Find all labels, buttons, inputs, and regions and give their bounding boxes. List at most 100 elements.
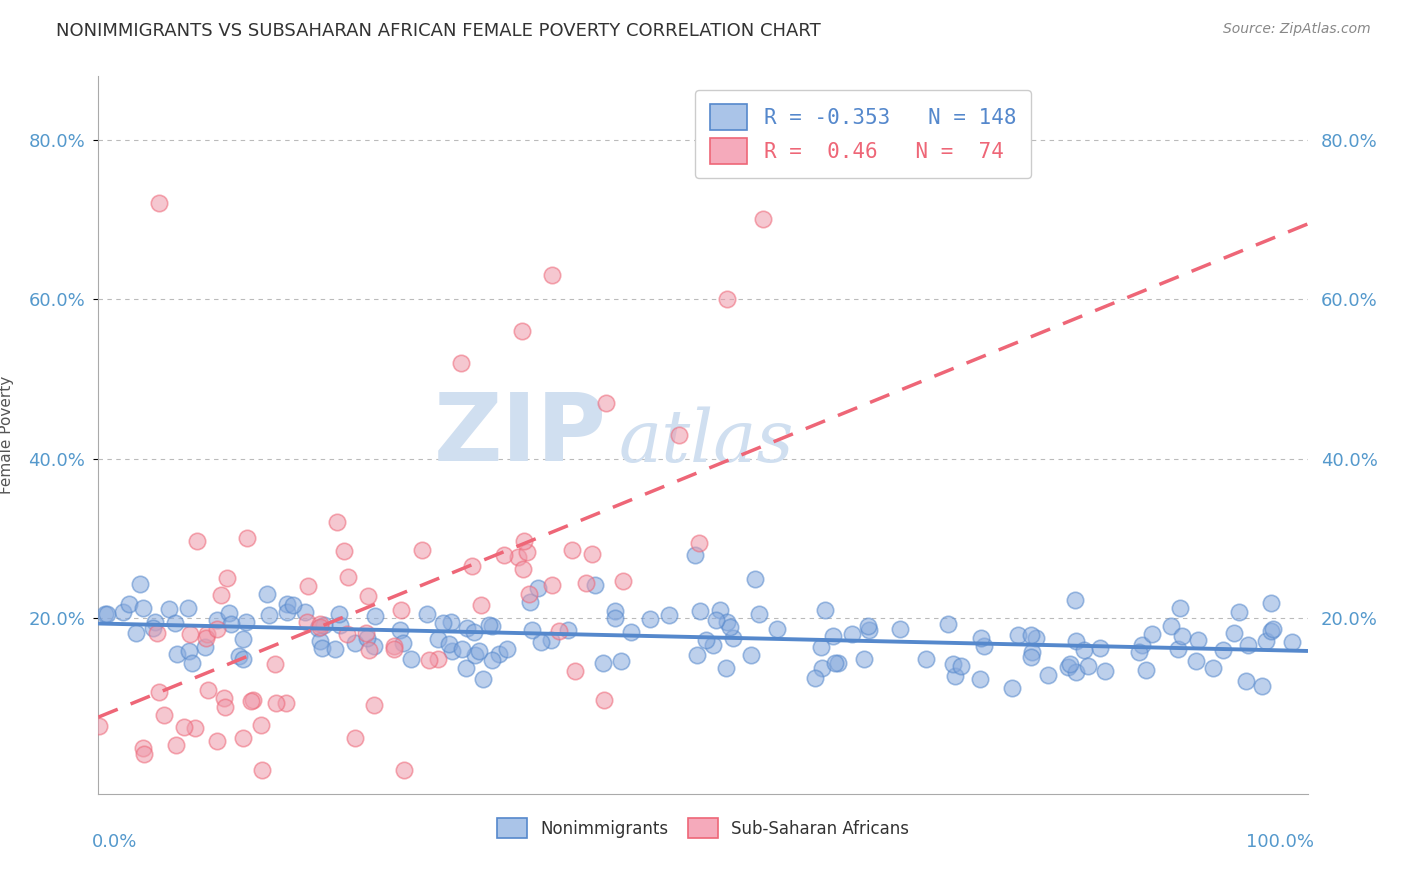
Point (530, 635, 553, 649)
Point (973, 640, 995, 654)
Point (344, 731, 367, 746)
Point (1063, 592, 1085, 607)
Point (392, 763, 415, 777)
Point (415, 607, 437, 621)
Text: NONIMMIGRANTS VS SUBSAHARAN AFRICAN FEMALE POVERTY CORRELATION CHART: NONIMMIGRANTS VS SUBSAHARAN AFRICAN FEMA… (56, 22, 821, 40)
Point (1090, 641, 1112, 656)
Point (235, 615, 257, 629)
Point (297, 579, 319, 593)
Point (740, 648, 762, 662)
Point (177, 600, 200, 615)
Point (89, 719, 111, 733)
Point (841, 627, 863, 641)
Point (575, 576, 598, 591)
Point (1094, 664, 1116, 678)
Point (228, 648, 250, 663)
Point (689, 603, 711, 617)
Point (418, 653, 440, 667)
Point (326, 515, 349, 529)
Point (1064, 634, 1087, 648)
Point (1251, 679, 1274, 693)
Point (858, 624, 880, 638)
Point (1160, 619, 1182, 633)
Point (686, 648, 709, 662)
Point (382, 641, 405, 656)
Point (250, 718, 273, 732)
Point (969, 631, 991, 645)
Point (1185, 655, 1208, 669)
Point (96, 607, 118, 621)
Point (450, 356, 472, 370)
Point (688, 536, 710, 550)
Y-axis label: Female Poverty: Female Poverty (0, 376, 14, 494)
Point (702, 638, 724, 652)
Point (451, 642, 474, 657)
Point (274, 696, 297, 710)
Point (165, 738, 187, 752)
Point (283, 598, 305, 612)
Point (540, 578, 562, 592)
Point (344, 636, 367, 650)
Point (184, 722, 207, 736)
Legend: Nonimmigrants, Sub-Saharan Africans: Nonimmigrants, Sub-Saharan Africans (488, 810, 918, 847)
Point (1073, 642, 1095, 657)
Point (592, 657, 614, 671)
Point (460, 559, 482, 574)
Point (232, 632, 254, 646)
Point (709, 603, 731, 617)
Point (481, 619, 503, 633)
Point (218, 606, 240, 620)
Point (1212, 643, 1234, 657)
Point (263, 657, 285, 671)
Point (638, 612, 661, 626)
Point (411, 542, 433, 557)
Point (165, 615, 187, 630)
Point (766, 622, 789, 636)
Point (1260, 596, 1282, 610)
Point (134, 747, 156, 761)
Point (1025, 631, 1047, 645)
Point (276, 605, 298, 619)
Text: atlas: atlas (619, 407, 794, 477)
Text: ZIP: ZIP (433, 389, 606, 481)
Point (232, 731, 254, 746)
Point (236, 531, 259, 545)
Point (714, 661, 737, 675)
Point (197, 683, 219, 698)
Point (856, 619, 879, 633)
Point (1064, 665, 1087, 679)
Point (605, 604, 627, 618)
Point (889, 622, 911, 636)
Point (148, 685, 170, 699)
Point (142, 621, 165, 635)
Point (382, 639, 405, 653)
Point (194, 640, 217, 654)
Text: 0.0%: 0.0% (93, 833, 138, 851)
Point (478, 617, 501, 632)
Point (333, 543, 356, 558)
Point (205, 613, 228, 627)
Point (336, 627, 359, 641)
Point (1281, 635, 1303, 649)
Point (512, 562, 534, 576)
Point (914, 652, 936, 666)
Point (427, 652, 450, 666)
Point (179, 626, 201, 640)
Point (824, 656, 846, 670)
Point (748, 607, 770, 622)
Point (294, 605, 316, 619)
Point (308, 620, 330, 634)
Point (943, 669, 966, 683)
Point (540, 632, 562, 647)
Point (1076, 658, 1098, 673)
Point (456, 661, 478, 675)
Point (256, 587, 278, 601)
Point (221, 616, 243, 631)
Point (276, 597, 298, 611)
Point (389, 603, 412, 617)
Point (1223, 626, 1246, 640)
Point (593, 693, 616, 707)
Point (297, 615, 319, 629)
Point (1170, 600, 1192, 615)
Point (118, 597, 141, 611)
